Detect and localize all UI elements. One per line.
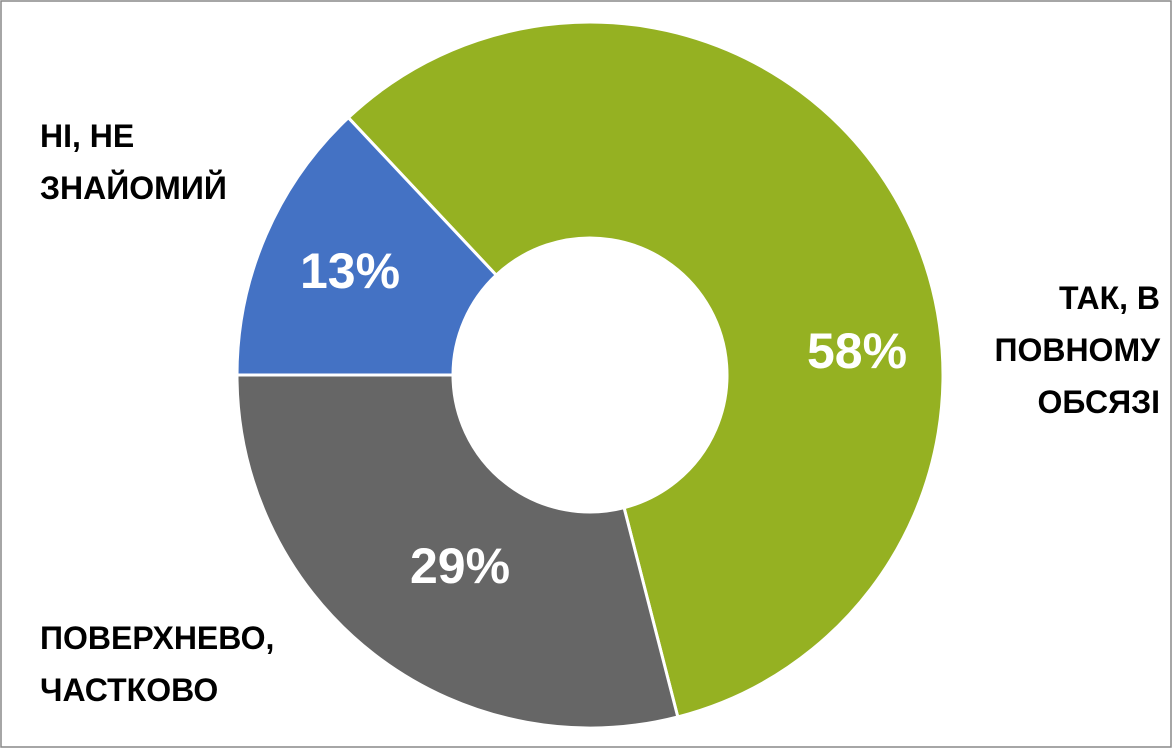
category-label: НІ, НЕ ЗНАЙОМИЙ — [40, 118, 227, 206]
category-label: ПОВЕРХНЕВО, ЧАСТКОВО — [40, 620, 275, 708]
donut-segment — [235, 373, 680, 730]
donut-segment — [235, 115, 499, 377]
value-label: 58% — [807, 323, 907, 379]
category-label: ТАК, В ПОВНОМУ ОБСЯЗІ — [994, 280, 1160, 420]
value-label: 13% — [300, 243, 400, 299]
donut-segment — [346, 20, 945, 719]
value-label: 29% — [410, 538, 510, 594]
